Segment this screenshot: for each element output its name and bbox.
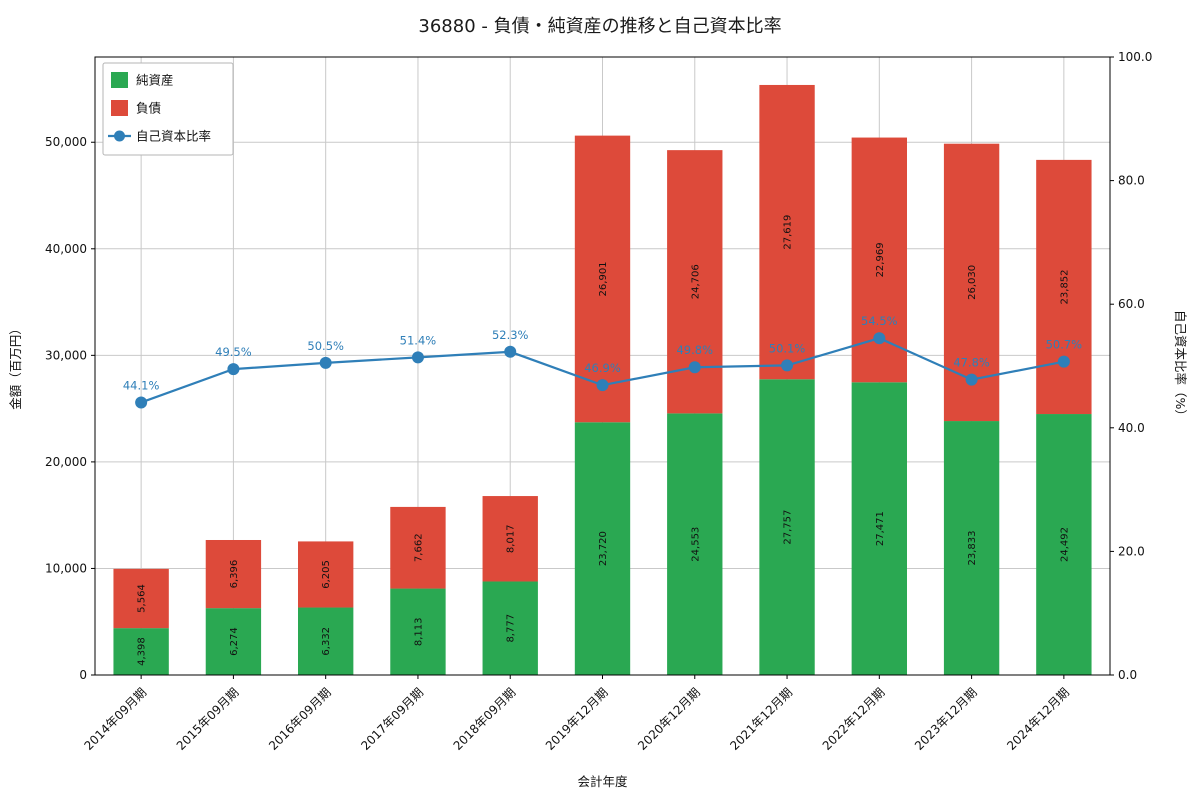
bar-segment-net-assets — [851, 382, 907, 675]
percent-label: 49.8% — [676, 343, 713, 357]
tick-label-right: 60.0 — [1118, 297, 1145, 311]
bar-segment-liabilities — [298, 541, 354, 608]
tick-label-left: 30,000 — [45, 348, 87, 362]
value-label-net-assets: 8,777 — [506, 614, 517, 643]
bar-segment-net-assets — [574, 422, 631, 675]
legend-marker-equity-ratio — [114, 130, 125, 142]
tick-label-left: 50,000 — [45, 135, 87, 149]
x-tick-label: 2016年09月期 — [266, 685, 334, 753]
bar-segment-net-assets — [482, 581, 538, 675]
equity-ratio-marker — [504, 345, 517, 358]
x-axis-label: 会計年度 — [577, 774, 628, 789]
value-label-net-assets: 6,332 — [321, 627, 332, 656]
x-tick-label: 2024年12月期 — [1004, 685, 1072, 753]
x-tick-label: 2022年12月期 — [820, 685, 888, 753]
equity-ratio-marker — [873, 332, 886, 345]
legend-label-net-assets: 純資産 — [136, 73, 174, 88]
value-label-net-assets: 6,274 — [229, 627, 240, 656]
bar-segment-liabilities — [1036, 159, 1092, 415]
value-label-liabilities: 5,564 — [137, 584, 148, 613]
legend-swatch-liabilities — [111, 100, 128, 116]
value-label-liabilities: 23,852 — [1059, 269, 1070, 304]
percent-label: 47.8% — [953, 356, 990, 370]
value-label-liabilities: 27,619 — [783, 215, 794, 250]
x-tick-label: 2020年12月期 — [635, 685, 703, 753]
value-label-liabilities: 22,969 — [875, 242, 886, 277]
equity-ratio-marker — [596, 379, 609, 392]
bar-segment-liabilities — [482, 496, 538, 582]
value-label-net-assets: 27,757 — [783, 510, 794, 545]
value-label-liabilities: 7,662 — [413, 533, 424, 562]
bar-segment-net-assets — [390, 588, 446, 675]
equity-ratio-marker — [227, 363, 240, 376]
tick-label-right: 20.0 — [1118, 544, 1145, 558]
percent-label: 44.1% — [123, 378, 160, 392]
tick-label-left: 40,000 — [45, 242, 87, 256]
value-label-net-assets: 24,492 — [1059, 527, 1070, 562]
value-label-net-assets: 8,113 — [413, 617, 424, 646]
tick-label-right: 40.0 — [1118, 421, 1145, 435]
value-label-liabilities: 8,017 — [506, 524, 517, 553]
x-tick-label: 2019年12月期 — [543, 685, 611, 753]
bar-segment-liabilities — [113, 568, 169, 629]
percent-label: 52.3% — [492, 328, 529, 342]
value-label-liabilities: 24,706 — [690, 264, 701, 299]
tick-label-right: 80.0 — [1118, 174, 1145, 188]
tick-label-left: 20,000 — [45, 455, 87, 469]
x-tick-label: 2017年09月期 — [358, 685, 426, 753]
equity-ratio-marker — [688, 361, 701, 374]
y-axis-label-right: 自己資本比率（%） — [1173, 310, 1188, 422]
value-label-net-assets: 23,720 — [598, 531, 609, 566]
percent-label: 46.9% — [584, 361, 621, 375]
value-label-liabilities: 6,205 — [321, 560, 332, 589]
equity-ratio-marker — [1057, 355, 1070, 368]
bar-segment-net-assets — [759, 379, 815, 675]
value-label-liabilities: 6,396 — [229, 560, 240, 589]
y-axis-label-left: 金額（百万円） — [8, 322, 23, 410]
legend-swatch-net-assets — [111, 72, 128, 88]
value-label-net-assets: 23,833 — [967, 531, 978, 566]
percent-label: 49.5% — [215, 345, 252, 359]
x-tick-label: 2015年09月期 — [174, 685, 242, 753]
x-tick-label: 2018年09月期 — [451, 685, 519, 753]
bar-segment-net-assets — [943, 421, 1000, 675]
bar-segment-net-assets — [113, 628, 169, 675]
bar-segment-net-assets — [298, 607, 354, 675]
legend-label-liabilities: 負債 — [136, 101, 161, 116]
tick-label-right: 0.0 — [1118, 668, 1137, 682]
tick-label-right: 100.0 — [1118, 50, 1152, 64]
percent-label: 51.4% — [400, 333, 437, 347]
bar-segment-net-assets — [205, 608, 262, 675]
bar-segment-net-assets — [1036, 414, 1092, 675]
tick-label-left: 0 — [79, 668, 87, 682]
x-tick-label: 2023年12月期 — [912, 685, 980, 753]
equity-ratio-marker — [965, 373, 978, 386]
chart-title: 36880 - 負債・純資産の推移と自己資本比率 — [418, 16, 782, 37]
legend-label-equity-ratio: 自己資本比率 — [136, 129, 211, 144]
equity-ratio-marker — [319, 356, 332, 369]
value-label-net-assets: 27,471 — [875, 511, 886, 546]
value-label-net-assets: 24,553 — [690, 527, 701, 562]
value-label-net-assets: 4,398 — [137, 637, 148, 666]
percent-label: 50.1% — [769, 341, 806, 355]
x-tick-label: 2014年09月期 — [82, 685, 150, 753]
percent-label: 50.5% — [307, 339, 344, 353]
x-tick-label: 2021年12月期 — [727, 685, 795, 753]
equity-ratio-marker — [135, 396, 148, 409]
bar-segment-liabilities — [759, 84, 815, 380]
equity-ratio-marker — [411, 351, 424, 364]
bar-segment-net-assets — [667, 413, 723, 675]
bar-segment-liabilities — [574, 135, 631, 423]
value-label-liabilities: 26,901 — [598, 261, 609, 296]
bar-segment-liabilities — [390, 506, 446, 589]
percent-label: 50.7% — [1046, 338, 1083, 352]
percent-label: 54.5% — [861, 314, 898, 328]
value-label-liabilities: 26,030 — [967, 265, 978, 300]
equity-ratio-marker — [781, 359, 794, 372]
legend-box — [102, 62, 234, 156]
bar-segment-liabilities — [205, 539, 262, 609]
tick-label-left: 10,000 — [45, 561, 87, 575]
